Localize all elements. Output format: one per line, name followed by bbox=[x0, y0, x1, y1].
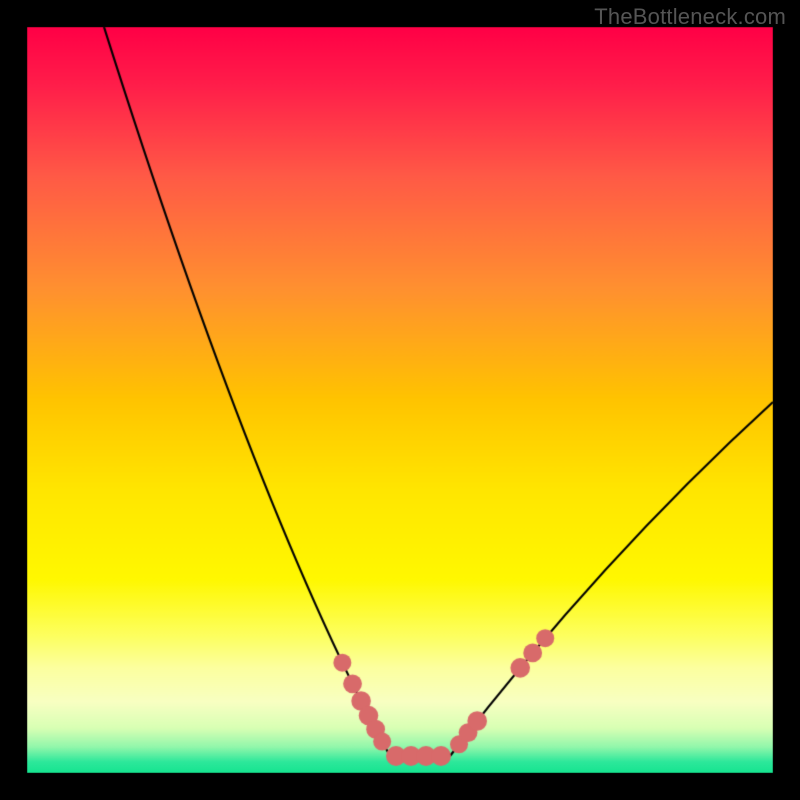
plot-border-frame bbox=[0, 0, 800, 800]
watermark-text: TheBottleneck.com bbox=[594, 4, 786, 30]
